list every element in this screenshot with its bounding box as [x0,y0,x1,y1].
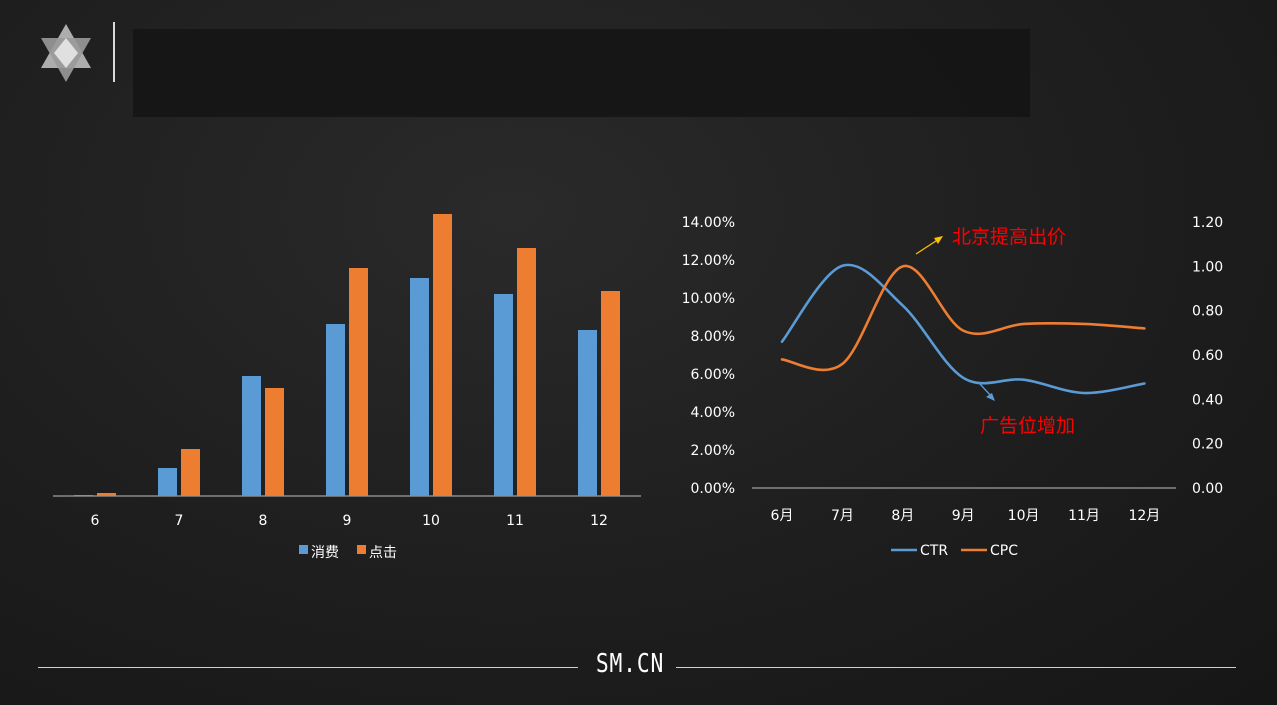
bar-clicks-8 [265,388,284,496]
annotation-ad-slots: 广告位增加 [980,415,1075,437]
bar-x-tick-label: 6 [91,513,100,529]
annotation-arrow-up [915,238,940,255]
line-x-tick-label: 6月 [771,508,794,524]
bar-clicks-9 [349,268,368,496]
line-y-right-tick: 1.00 [1192,259,1223,275]
bar-x-tick-label: 7 [175,513,184,529]
line-x-tick-label: 8月 [891,508,914,524]
line-series-cpc [780,265,1146,372]
bar-clicks-11 [517,248,536,496]
line-y-left-tick: 4.00% [691,405,735,421]
line-legend-label: CTR [920,543,948,559]
bar-spend-6 [74,495,93,496]
annotation-arrowhead-up [934,236,943,244]
line-y-left-tick: 14.00% [682,215,735,231]
bar-spend-7 [158,468,177,496]
line-series-ctr [780,263,1146,395]
bar-clicks-6 [97,493,116,496]
bar-spend-9 [326,324,345,496]
bar-x-tick-label: 11 [506,513,524,529]
header-divider [113,22,115,82]
bar-spend-10 [410,278,429,496]
bar-clicks-12 [601,291,620,496]
title-placeholder-block [133,29,1030,117]
line-y-right-tick: 0.60 [1192,348,1223,364]
line-y-right-tick: 0.40 [1192,392,1223,408]
line-x-tick-label: 7月 [831,508,854,524]
line-y-left-tick: 8.00% [691,329,735,345]
footer-brand: SM.CN [595,649,665,679]
bar-clicks-7 [181,449,200,496]
line-y-left-tick: 6.00% [691,367,735,383]
line-y-right-tick: 0.00 [1192,481,1223,497]
bar-clicks-10 [433,214,452,496]
line-x-tick-label: 9月 [952,508,975,524]
line-y-right-tick: 1.20 [1192,215,1223,231]
line-x-tick-label: 12月 [1128,508,1160,524]
line-y-left-tick: 2.00% [691,443,735,459]
bar-x-tick-label: 8 [259,513,268,529]
bar-x-tick-label: 12 [590,513,608,529]
bar-legend-label: 点击 [369,545,397,561]
star-of-david-icon [41,24,91,82]
bar-spend-12 [578,330,597,496]
bar-legend-swatch [299,545,308,554]
line-x-tick-label: 11月 [1068,508,1100,524]
annotation-arrow-down [979,383,993,398]
bar-spend-11 [494,294,513,496]
line-y-right-tick: 0.20 [1192,437,1223,453]
bar-x-tick-label: 10 [422,513,440,529]
annotation-beijing-bid: 北京提高出价 [952,226,1066,248]
bar-x-tick-label: 9 [343,513,352,529]
footer-line-left [38,667,578,668]
bar-legend-label: 消费 [311,545,339,561]
line-legend-label: CPC [990,543,1018,559]
line-y-left-tick: 10.00% [682,291,735,307]
bar-spend-8 [242,376,261,496]
line-y-right-tick: 0.80 [1192,304,1223,320]
line-y-left-tick: 0.00% [691,481,735,497]
annotation-arrowhead-down [986,393,995,401]
bar-legend-swatch [357,545,366,554]
line-x-tick-label: 10月 [1008,508,1040,524]
bar-chart: 6 7 8 9 10 11 12 消费 点击 [53,214,641,561]
footer-line-right [676,667,1236,668]
line-y-left-tick: 12.00% [682,253,735,269]
